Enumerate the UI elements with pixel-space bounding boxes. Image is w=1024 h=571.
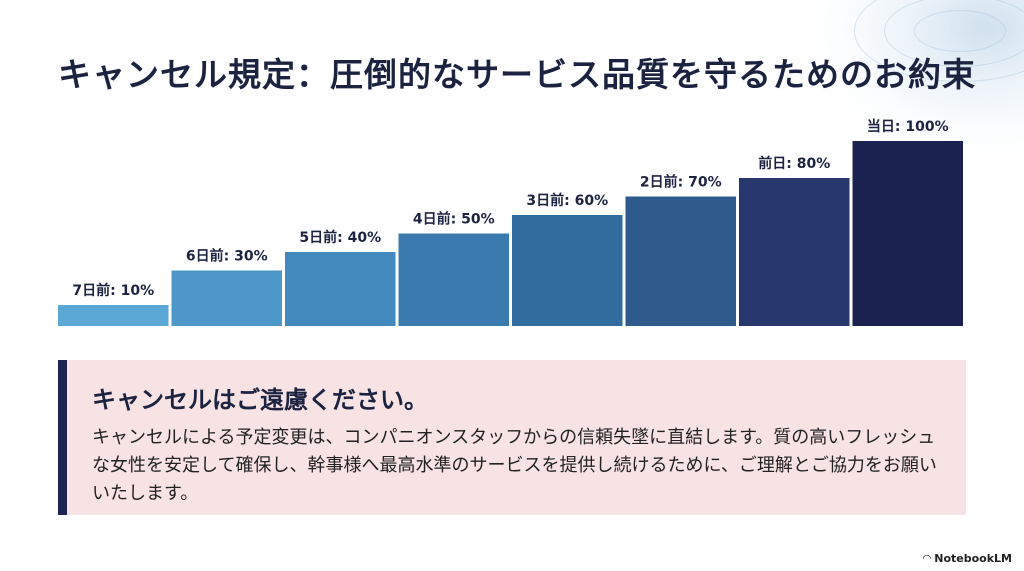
- bar-2日前: [625, 196, 736, 326]
- bar-label-前日: 前日: 80%: [758, 155, 830, 172]
- note-heading: キャンセルはご遠慮ください。: [92, 386, 428, 414]
- notebooklm-brand: ◠ NotebookLM: [923, 552, 1012, 565]
- bar-6日前: [171, 270, 282, 326]
- note-body: キャンセルによる予定変更は、コンパニオンスタッフからの信頼失墜に直結します。質の…: [92, 427, 937, 504]
- notebooklm-logo-icon: ◠: [922, 552, 932, 565]
- bar-label-6日前: 6日前: 30%: [186, 248, 268, 265]
- note-accent-bar: [58, 360, 67, 515]
- bar-label-当日: 当日: 100%: [867, 118, 949, 135]
- cancellation-fee-bar-chart: 7日前: 10% 6日前: 30% 5日前: 40% 4日前: 50% 3日前: 60%…: [58, 118, 963, 326]
- water-ripple-decoration: [804, 0, 1024, 160]
- bar-当日: [852, 141, 963, 326]
- brand-label: NotebookLM: [934, 552, 1012, 565]
- bar-label-7日前: 7日前: 10%: [72, 282, 154, 299]
- bar-label-3日前: 3日前: 60%: [526, 192, 608, 209]
- bar-label-4日前: 4日前: 50%: [413, 211, 495, 228]
- bar-3日前: [512, 215, 623, 326]
- bar-7日前: [58, 305, 169, 326]
- bar-4日前: [398, 233, 509, 326]
- cancellation-note-box: キャンセルはご遠慮ください。 キャンセルによる予定変更は、コンパニオンスタッフか…: [58, 360, 966, 515]
- bar-label-2日前: 2日前: 70%: [640, 174, 722, 191]
- page-title: キャンセル規定：圧倒的なサービス品質を守るためのお約束: [58, 55, 976, 94]
- bar-label-5日前: 5日前: 40%: [299, 229, 381, 246]
- bar-前日: [739, 178, 850, 326]
- bar-5日前: [285, 252, 396, 326]
